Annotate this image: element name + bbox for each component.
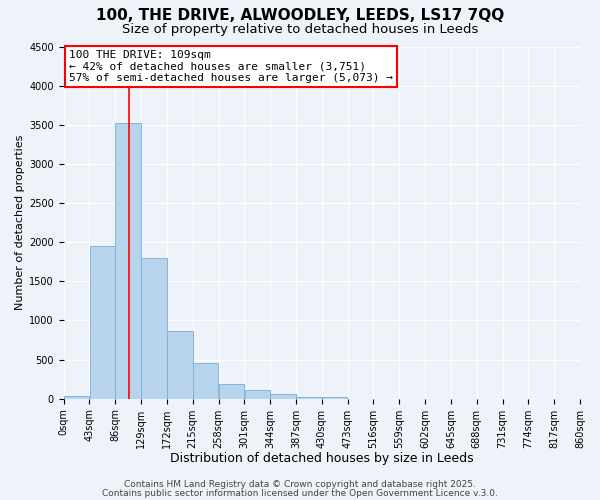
Bar: [167, 330, 193, 398]
Bar: [296, 397, 322, 398]
Bar: [271, 394, 296, 398]
Bar: [245, 390, 270, 398]
Text: Contains HM Land Registry data © Crown copyright and database right 2025.: Contains HM Land Registry data © Crown c…: [124, 480, 476, 489]
Text: Contains public sector information licensed under the Open Government Licence v.: Contains public sector information licen…: [102, 488, 498, 498]
Y-axis label: Number of detached properties: Number of detached properties: [15, 135, 25, 310]
Bar: [193, 362, 218, 398]
Bar: [115, 123, 141, 398]
Bar: [322, 397, 347, 398]
Bar: [64, 396, 89, 398]
Text: 100 THE DRIVE: 109sqm
← 42% of detached houses are smaller (3,751)
57% of semi-d: 100 THE DRIVE: 109sqm ← 42% of detached …: [69, 50, 393, 83]
Bar: [89, 246, 115, 398]
Text: 100, THE DRIVE, ALWOODLEY, LEEDS, LS17 7QQ: 100, THE DRIVE, ALWOODLEY, LEEDS, LS17 7…: [96, 8, 504, 22]
X-axis label: Distribution of detached houses by size in Leeds: Distribution of detached houses by size …: [170, 452, 473, 465]
Text: Size of property relative to detached houses in Leeds: Size of property relative to detached ho…: [122, 22, 478, 36]
Bar: [218, 384, 244, 398]
Bar: [141, 258, 167, 398]
